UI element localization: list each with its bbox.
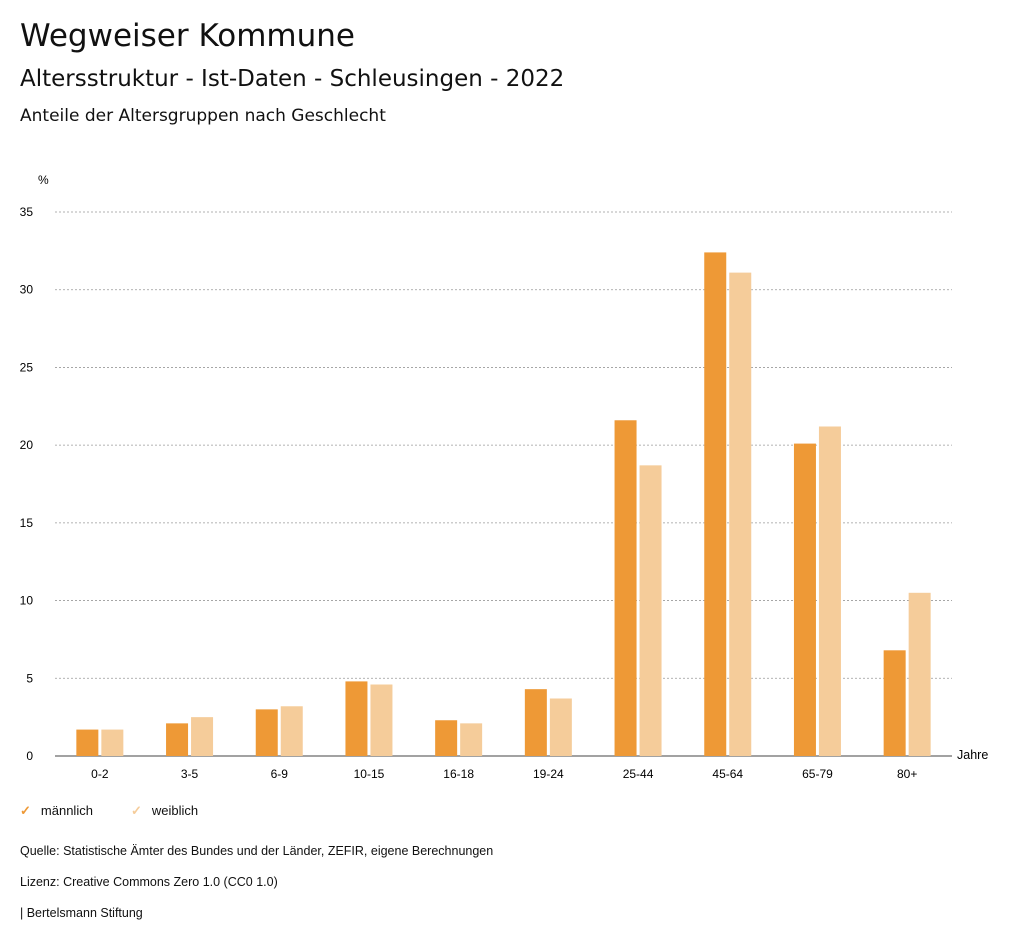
chart-subtitle: Altersstruktur - Ist-Daten - Schleusinge… — [20, 66, 565, 92]
x-tick-label: 65-79 — [802, 767, 833, 781]
bar-weiblich-16-18[interactable] — [460, 723, 483, 756]
legend: ✓ männlich ✓ weiblich — [20, 803, 198, 819]
legend-item-maennlich[interactable]: ✓ männlich — [20, 803, 93, 818]
check-icon: ✓ — [20, 803, 31, 818]
bar-weiblich-80+[interactable] — [908, 592, 931, 756]
legend-item-weiblich[interactable]: ✓ weiblich — [130, 803, 199, 818]
y-tick-label: 10 — [20, 594, 34, 608]
y-tick-label: 0 — [26, 749, 33, 763]
y-tick-label: 5 — [26, 671, 33, 685]
app-title: Wegweiser Kommune — [20, 18, 355, 54]
bar-weiblich-19-24[interactable] — [549, 698, 572, 756]
bar-weiblich-10-15[interactable] — [370, 684, 393, 756]
x-axis-label: Jahre — [957, 748, 988, 762]
chart-title: Anteile der Altersgruppen nach Geschlech… — [20, 106, 386, 126]
x-tick-label: 16-18 — [443, 767, 474, 781]
bar-weiblich-65-79[interactable] — [818, 426, 841, 756]
x-tick-label: 3-5 — [181, 767, 199, 781]
y-tick-label: 15 — [20, 516, 34, 530]
bar-weiblich-25-44[interactable] — [639, 465, 662, 756]
y-axis-label: % — [38, 173, 49, 187]
x-tick-label: 45-64 — [712, 767, 743, 781]
y-tick-label: 35 — [20, 205, 34, 219]
bar-chart: % 0 5 10 15 20 25 30 35 Jahre 0-2 3-5 6-9 10-15 16-18 1… — [20, 173, 989, 781]
y-tick-label: 30 — [20, 283, 34, 297]
bar-maennlich-6-9[interactable] — [255, 709, 278, 756]
y-tick-label: 25 — [20, 360, 34, 374]
bar-maennlich-3-5[interactable] — [166, 723, 189, 756]
y-tick-label: 20 — [20, 438, 34, 452]
bar-maennlich-16-18[interactable] — [435, 720, 458, 756]
x-tick-label: 10-15 — [354, 767, 385, 781]
bar-maennlich-45-64[interactable] — [704, 252, 727, 756]
bar-maennlich-10-15[interactable] — [345, 681, 368, 756]
x-tick-label: 6-9 — [271, 767, 289, 781]
bar-maennlich-19-24[interactable] — [524, 689, 547, 756]
brand-text: | Bertelsmann Stiftung — [20, 906, 143, 920]
bar-weiblich-6-9[interactable] — [280, 706, 303, 756]
source-text: Quelle: Statistische Ämter des Bundes un… — [20, 844, 494, 858]
bar-maennlich-80+[interactable] — [883, 650, 906, 756]
x-tick-label: 0-2 — [91, 767, 109, 781]
bar-maennlich-0-2[interactable] — [76, 729, 99, 756]
x-tick-label: 25-44 — [623, 767, 654, 781]
bar-weiblich-0-2[interactable] — [101, 729, 124, 756]
bar-maennlich-65-79[interactable] — [793, 443, 816, 756]
bar-weiblich-45-64[interactable] — [729, 272, 752, 756]
check-icon: ✓ — [130, 803, 142, 818]
license-text: Lizenz: Creative Commons Zero 1.0 (CC0 1… — [20, 875, 278, 889]
x-tick-label: 19-24 — [533, 767, 564, 781]
bar-maennlich-25-44[interactable] — [614, 420, 637, 756]
bar-weiblich-3-5[interactable] — [191, 717, 214, 756]
x-tick-label: 80+ — [897, 767, 917, 781]
